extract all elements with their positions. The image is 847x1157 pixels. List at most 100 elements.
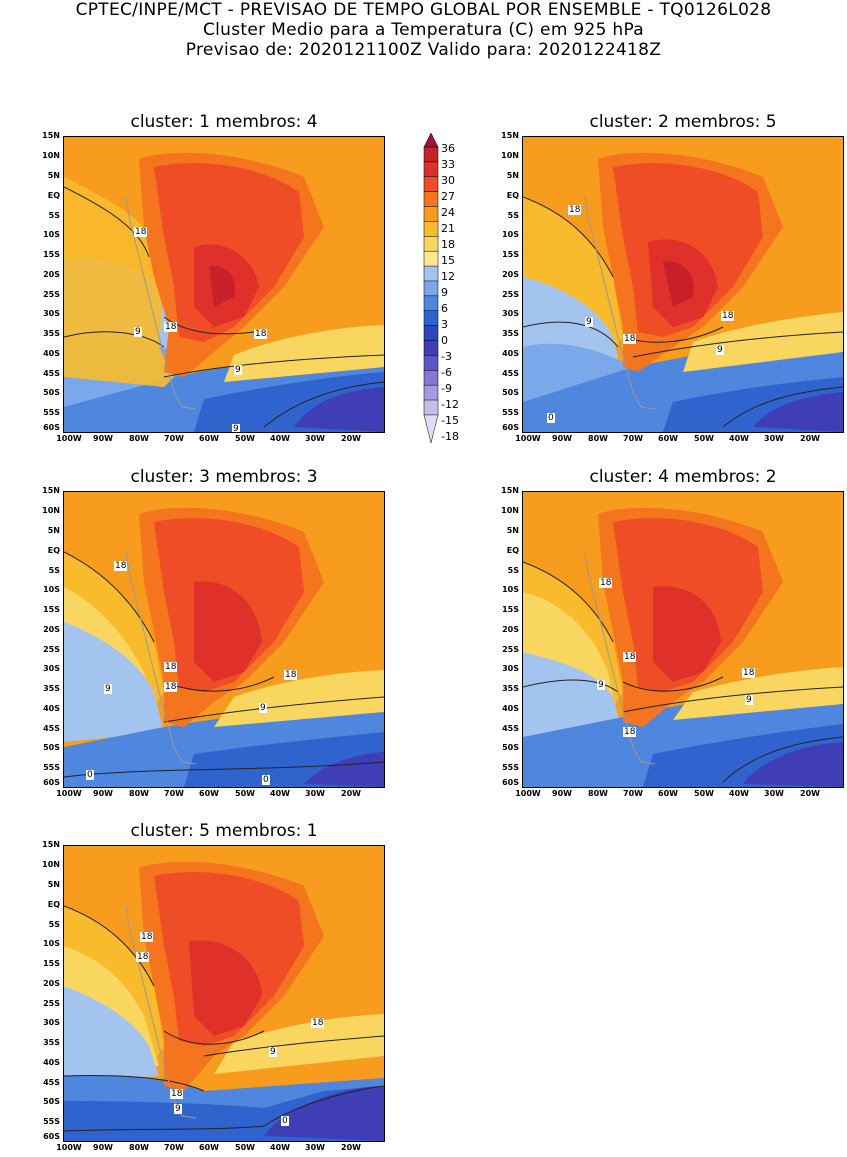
lon-tick: 90W — [93, 434, 113, 443]
lon-tick: 70W — [164, 789, 184, 798]
colorbar-label: 33 — [441, 158, 455, 171]
colorbar-swatches — [423, 133, 439, 443]
temperature-field — [523, 137, 843, 432]
colorbar-swatch — [423, 295, 439, 312]
contour-label: 18 — [623, 652, 637, 662]
lat-tick: 45S — [43, 369, 60, 378]
contour-label: 9 — [134, 327, 142, 337]
colorbar-label: 24 — [441, 206, 455, 219]
lat-tick: 35S — [502, 684, 519, 693]
contour-label: 18 — [599, 578, 613, 588]
contour-label: 0 — [547, 413, 555, 423]
lat-tick: 15N — [501, 131, 519, 140]
colorbar-label: 27 — [441, 190, 455, 203]
lon-tick: 80W — [588, 789, 608, 798]
lon-tick: 30W — [305, 434, 325, 443]
lon-tick: 30W — [305, 789, 325, 798]
contour-label: 18 — [164, 682, 178, 692]
lat-tick: 30S — [43, 664, 60, 673]
lon-tick: 100W — [56, 434, 82, 443]
temperature-field — [523, 492, 843, 787]
colorbar-swatch — [423, 191, 439, 208]
lat-tick: 20S — [502, 625, 519, 634]
temperature-field — [64, 137, 384, 432]
contour-label: 18 — [623, 727, 637, 737]
lat-tick: 45S — [43, 1078, 60, 1087]
lat-tick: 10N — [42, 860, 60, 869]
lon-tick: 60W — [658, 789, 678, 798]
lon-tick: 80W — [129, 1143, 149, 1152]
lat-tick: 45S — [502, 724, 519, 733]
contour-label: 18 — [254, 329, 268, 339]
lat-tick: 30S — [43, 1018, 60, 1027]
lon-tick: 50W — [694, 789, 714, 798]
lat-axis: 15N 10N 5N EQ 5S 10S 15S 20S 25S 30S 35S… — [33, 840, 60, 1141]
lat-tick: 50S — [43, 1097, 60, 1106]
lat-tick: EQ — [506, 546, 519, 555]
lat-tick: 10S — [502, 585, 519, 594]
colorbar-swatch — [423, 414, 439, 443]
lon-tick: 60W — [199, 789, 219, 798]
temperature-map: 18 18 18 9 9 18 — [522, 491, 844, 788]
colorbar-label: -15 — [441, 414, 459, 427]
colorbar-swatch — [423, 340, 439, 357]
lat-tick: EQ — [506, 191, 519, 200]
contour-label: 18 — [170, 1089, 184, 1099]
lat-tick: 5S — [48, 920, 60, 929]
lat-tick: 35S — [43, 684, 60, 693]
lon-tick: 80W — [129, 434, 149, 443]
lon-tick: 90W — [552, 434, 572, 443]
lat-tick: 25S — [502, 290, 519, 299]
contour-label: 18 — [284, 670, 298, 680]
lat-tick: 15N — [42, 840, 60, 849]
lat-tick: 15S — [43, 605, 60, 614]
lat-tick: 40S — [43, 704, 60, 713]
lat-tick: 5N — [47, 526, 60, 535]
lat-tick: 40S — [502, 349, 519, 358]
colorbar-label: -9 — [441, 382, 452, 395]
lat-tick: EQ — [47, 191, 60, 200]
lat-tick: 60S — [43, 778, 60, 787]
lon-axis: 100W 90W 80W 70W 60W 50W 40W 30W 20W — [56, 1143, 385, 1153]
lat-tick: 20S — [502, 270, 519, 279]
lon-tick: 40W — [270, 789, 290, 798]
lat-tick: 25S — [43, 645, 60, 654]
lon-tick: 40W — [270, 1143, 290, 1152]
lat-tick: 10S — [502, 230, 519, 239]
lat-tick: 10S — [43, 939, 60, 948]
contour-label: 9 — [174, 1104, 182, 1114]
lat-tick: 5N — [506, 526, 519, 535]
lon-tick: 100W — [515, 789, 541, 798]
lat-tick: 50S — [502, 743, 519, 752]
colorbar-label: -18 — [441, 430, 459, 443]
lon-tick: 40W — [729, 789, 749, 798]
lat-tick: 15S — [43, 250, 60, 259]
contour-label: 0 — [86, 770, 94, 780]
panel-title: cluster: 3 membros: 3 — [130, 467, 318, 487]
lat-tick: 30S — [43, 309, 60, 318]
lat-tick: 40S — [43, 1058, 60, 1067]
contour-label: 18 — [140, 932, 154, 942]
lon-tick: 80W — [588, 434, 608, 443]
lat-tick: 50S — [43, 743, 60, 752]
lat-tick: 45S — [43, 724, 60, 733]
temperature-map: 18 18 18 9 18 9 0 — [63, 845, 385, 1142]
lat-tick: 10N — [42, 151, 60, 160]
panel-title: cluster: 5 membros: 1 — [130, 821, 318, 841]
colorbar-swatch — [423, 133, 439, 148]
contour-label: 18 — [568, 205, 582, 215]
lat-tick: 15S — [502, 250, 519, 259]
colorbar-label: 21 — [441, 222, 455, 235]
contour-label: 18 — [136, 952, 150, 962]
lat-tick: 5S — [48, 566, 60, 575]
lat-tick: 55S — [43, 763, 60, 772]
lat-axis: 15N 10N 5N EQ 5S 10S 15S 20S 25S 30S 35S… — [33, 131, 60, 432]
lat-tick: 40S — [43, 349, 60, 358]
lon-tick: 20W — [800, 789, 820, 798]
lat-tick: 10N — [501, 151, 519, 160]
lon-tick: 50W — [235, 434, 255, 443]
contour-label: 18 — [742, 668, 756, 678]
panel-title: cluster: 4 membros: 2 — [589, 467, 777, 487]
colorbar-label: 0 — [441, 334, 448, 347]
contour-label: 0 — [281, 1116, 289, 1126]
